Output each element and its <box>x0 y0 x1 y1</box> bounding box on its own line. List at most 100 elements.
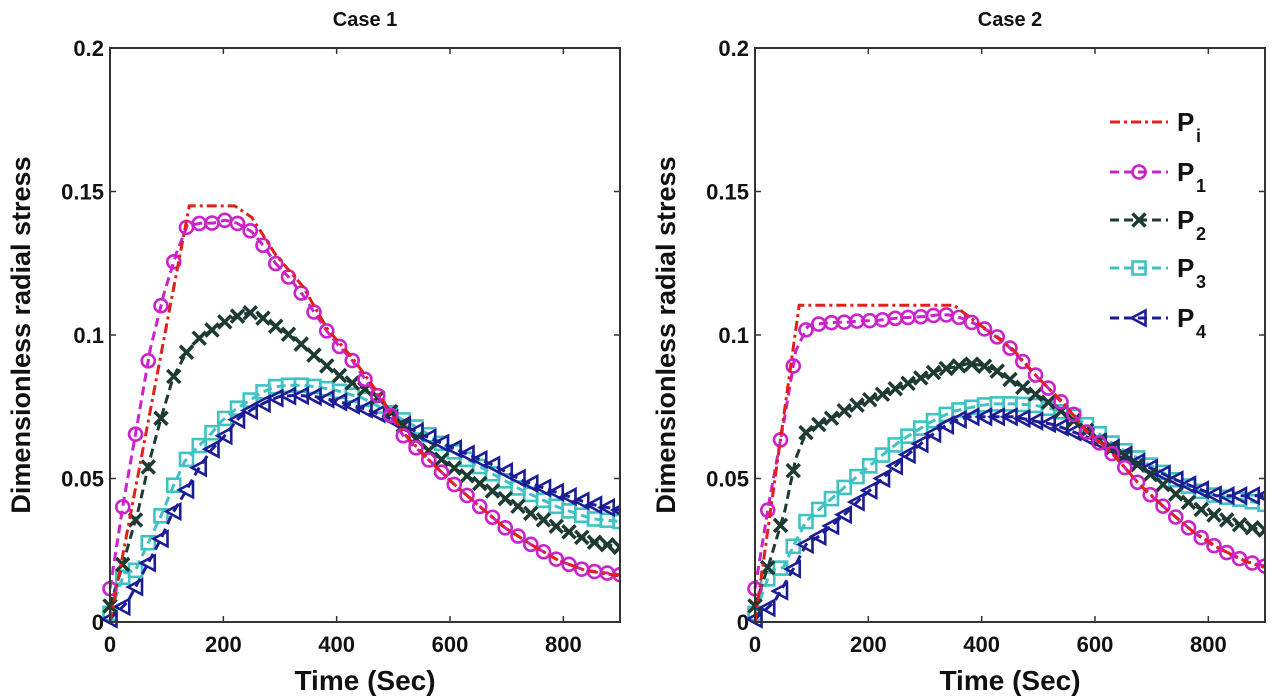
x-tick-label: 600 <box>1077 632 1114 657</box>
data-point-p2 <box>1027 386 1044 402</box>
data-point-p2 <box>612 539 620 556</box>
data-point-p2 <box>331 367 348 384</box>
data-point-p2 <box>951 358 967 374</box>
data-point-p3 <box>798 513 814 530</box>
data-point-p2 <box>484 483 501 499</box>
data-point-p4 <box>150 529 169 549</box>
data-point-p4 <box>1012 408 1031 429</box>
x-tick-label: 600 <box>432 632 469 657</box>
x-tick-label: 200 <box>205 632 242 657</box>
data-point-p4 <box>405 421 424 442</box>
data-point-p4 <box>872 468 891 489</box>
data-point-p4 <box>303 386 322 407</box>
data-point-p4 <box>910 434 929 454</box>
data-point-p2 <box>823 410 840 426</box>
data-point-p1 <box>1231 550 1248 567</box>
data-point-p1 <box>1002 340 1018 356</box>
data-point-p2 <box>446 460 462 476</box>
data-point-p2 <box>1219 512 1235 528</box>
data-point-p3 <box>874 447 891 463</box>
data-point-p4 <box>469 449 488 470</box>
data-point-p4 <box>316 389 335 409</box>
data-point-p4 <box>201 439 220 459</box>
data-point-p4 <box>596 497 616 518</box>
data-point-p2 <box>459 468 475 484</box>
x-tick-label: 400 <box>318 632 355 657</box>
data-point-p1 <box>1091 435 1108 451</box>
plot-case-2: Case 2 Time (Sec) Dimensionless radial str… <box>651 9 1266 696</box>
y-tick-label: 0.05 <box>706 467 749 492</box>
data-point-p1 <box>1257 558 1265 574</box>
y-tick-label: 0.15 <box>706 180 749 205</box>
data-point-p4 <box>948 409 967 430</box>
data-point-p1 <box>420 452 437 468</box>
data-point-p3 <box>140 534 157 551</box>
data-point-p4 <box>558 486 577 507</box>
legend-subscript: i <box>1196 126 1201 146</box>
data-point-p2 <box>900 375 916 392</box>
data-point-p2 <box>874 386 891 403</box>
data-point-p2 <box>862 391 878 408</box>
data-point-p2 <box>280 326 297 343</box>
data-point-p1 <box>433 464 450 481</box>
data-point-p4 <box>137 553 157 573</box>
data-point-p3 <box>887 437 904 453</box>
data-point-p4 <box>494 461 514 482</box>
data-point-p4 <box>227 409 246 430</box>
x-tick-label: 0 <box>749 632 761 657</box>
axes-frame <box>109 47 621 623</box>
data-point-p1 <box>510 528 526 544</box>
x-tick-label: 400 <box>963 632 1000 657</box>
series-line-pi <box>108 204 620 623</box>
data-point-p4 <box>329 392 348 412</box>
data-point-p4 <box>1101 438 1120 458</box>
legend-marker <box>1128 308 1147 328</box>
data-point-p1 <box>989 329 1006 345</box>
data-point-p2 <box>548 518 564 535</box>
data-point-p4 <box>584 495 603 515</box>
data-point-p3 <box>785 538 802 555</box>
data-point-p2 <box>115 556 131 573</box>
data-point-p1 <box>548 551 565 567</box>
data-point-p1 <box>1142 486 1159 503</box>
data-point-p1 <box>1180 519 1197 536</box>
data-point-p3 <box>900 428 916 444</box>
series-p1 <box>747 307 1265 597</box>
data-point-p3 <box>178 451 195 468</box>
data-point-p1 <box>331 338 348 355</box>
data-point-p1 <box>1193 529 1210 546</box>
data-point-p4 <box>520 473 539 494</box>
data-point-p1 <box>357 371 373 388</box>
data-point-p4 <box>341 395 361 416</box>
data-point-p1 <box>229 215 246 232</box>
data-point-p1 <box>1053 394 1069 410</box>
data-point-p2 <box>433 451 450 468</box>
series-p2 <box>102 304 620 614</box>
data-point-p4 <box>176 480 195 500</box>
data-point-p2 <box>217 314 233 330</box>
legend-label: P <box>1177 107 1194 137</box>
series-line-p3 <box>108 383 620 614</box>
y-tick-label: 0.05 <box>61 467 104 492</box>
data-point-p2 <box>1206 507 1222 523</box>
y-tick-label: 0 <box>737 610 749 635</box>
data-point-p1 <box>242 223 259 239</box>
data-point-p4 <box>163 501 182 522</box>
data-point-p1 <box>522 536 539 553</box>
legend-subscript: 1 <box>1196 176 1206 196</box>
data-point-p2 <box>586 534 603 550</box>
data-point-p1 <box>1116 459 1133 476</box>
data-point-p1 <box>459 487 475 504</box>
data-point-p2 <box>140 459 156 475</box>
data-point-p2 <box>772 517 789 534</box>
data-point-p1 <box>497 520 514 536</box>
data-point-p3 <box>836 479 853 496</box>
data-point-p2 <box>178 344 195 360</box>
data-point-p1 <box>1218 544 1235 561</box>
data-point-p1 <box>759 502 776 518</box>
data-point-p1 <box>408 440 424 456</box>
